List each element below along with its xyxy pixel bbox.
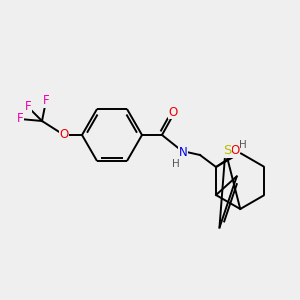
Text: F: F xyxy=(25,100,31,113)
Text: H: H xyxy=(172,159,180,169)
Text: O: O xyxy=(168,106,178,118)
Text: F: F xyxy=(43,94,49,107)
Text: O: O xyxy=(59,128,69,142)
Text: S: S xyxy=(223,144,232,157)
Text: F: F xyxy=(17,112,23,125)
Text: O: O xyxy=(230,145,240,158)
Text: N: N xyxy=(178,146,188,160)
Text: H: H xyxy=(239,140,247,150)
